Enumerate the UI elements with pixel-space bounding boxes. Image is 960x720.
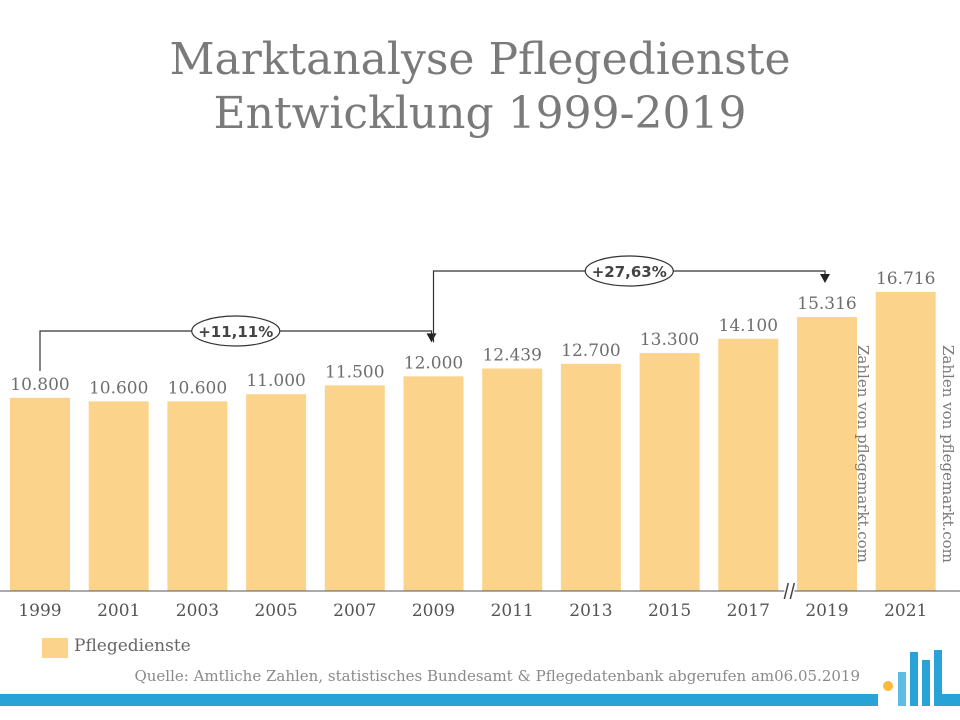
- bar-2003: [167, 401, 228, 591]
- data-label-2011: 12.439: [482, 346, 541, 366]
- annotation-label-2009: +11,11%: [198, 323, 273, 341]
- source-note: Quelle: Amtliche Zahlen, statistisches B…: [134, 667, 860, 685]
- bar-2021: [875, 292, 936, 591]
- bar-2013: [560, 363, 621, 591]
- data-label-2005: 11.000: [246, 371, 305, 391]
- x-tick-2011: 2011: [491, 601, 534, 621]
- chart-title-line-1: Marktanalyse Pflegedienste: [169, 34, 791, 85]
- x-tick-2007: 2007: [333, 601, 376, 621]
- legend-swatch: [42, 638, 68, 658]
- bar-2007: [324, 385, 385, 591]
- watermark-text-1: Zahlen von pflegemarkt.com: [854, 345, 872, 563]
- bar-2005: [246, 394, 307, 591]
- data-label-2015: 13.300: [640, 330, 699, 350]
- bar-2019: [797, 317, 857, 591]
- axis-break-mark: [783, 582, 790, 600]
- annotation-label-2019: +27,63%: [592, 263, 667, 281]
- x-tick-2005: 2005: [254, 601, 297, 621]
- x-tick-2013: 2013: [569, 601, 612, 621]
- data-label-2001: 10.600: [89, 378, 148, 398]
- x-tick-2019: 2019: [805, 601, 848, 621]
- bar-2009: [403, 376, 464, 591]
- x-tick-1999: 1999: [18, 601, 61, 621]
- bar-2017: [718, 338, 779, 591]
- data-label-2009: 12.000: [404, 353, 463, 373]
- footer-band: [0, 694, 960, 706]
- data-label-2019: 15.316: [797, 294, 856, 314]
- data-label-2021: 16.716: [876, 269, 935, 289]
- x-tick-2021: 2021: [884, 601, 927, 621]
- annotation-bubble-2019: [584, 255, 674, 287]
- annotation-arrow-2019: [820, 274, 830, 284]
- bar-1999: [10, 397, 70, 591]
- data-label-1999: 10.800: [10, 375, 69, 395]
- data-label-2007: 11.500: [325, 362, 384, 382]
- pflegemarkt-logo-icon: [878, 650, 942, 706]
- x-tick-2017: 2017: [727, 601, 770, 621]
- annotation-bubble-2009: [191, 315, 281, 347]
- data-label-2003: 10.600: [168, 378, 227, 398]
- x-tick-2001: 2001: [97, 601, 140, 621]
- data-label-2017: 14.100: [719, 316, 778, 336]
- x-tick-2003: 2003: [176, 601, 219, 621]
- x-tick-2015: 2015: [648, 601, 691, 621]
- bar-2001: [88, 401, 149, 591]
- x-tick-2009: 2009: [412, 601, 455, 621]
- legend-label: Pflegedienste: [74, 636, 191, 656]
- axis-break-mark: [789, 582, 796, 600]
- chart-title-line-2: Entwicklung 1999-2019: [213, 88, 747, 139]
- watermark-text-2: Zahlen von pflegemarkt.com: [939, 345, 957, 563]
- axis-break-gap: [784, 583, 795, 599]
- bar-2011: [482, 368, 543, 591]
- data-label-2013: 12.700: [561, 341, 620, 361]
- annotation-arrow-2009: [426, 333, 437, 343]
- bar-2015: [639, 353, 700, 591]
